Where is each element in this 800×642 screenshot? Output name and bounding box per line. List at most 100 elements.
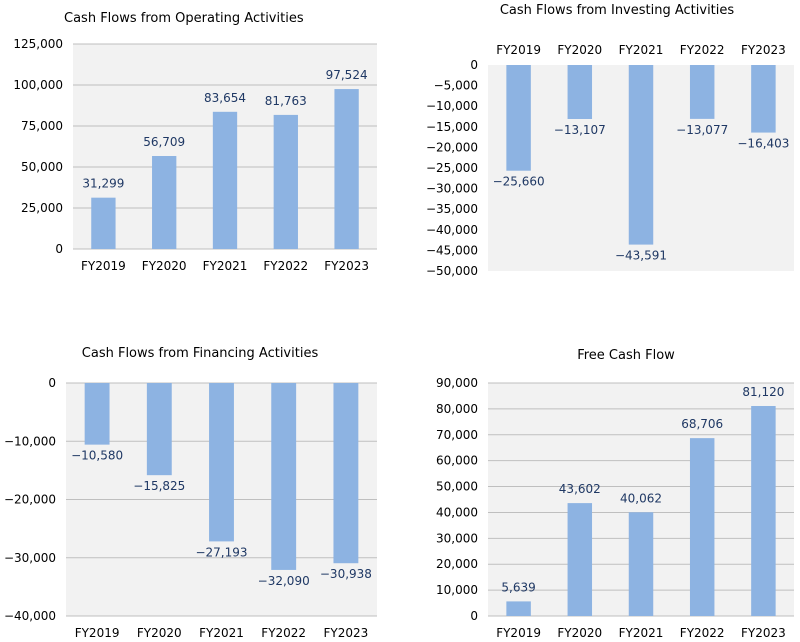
x-tick-label: FY2021 bbox=[199, 626, 244, 640]
bar bbox=[209, 383, 234, 542]
x-tick-label: FY2019 bbox=[496, 626, 541, 640]
bar bbox=[628, 512, 654, 616]
data-label: 56,709 bbox=[143, 135, 185, 149]
data-label: 81,120 bbox=[742, 385, 784, 399]
bar bbox=[212, 111, 238, 250]
y-tick-label: −20,000 bbox=[4, 493, 56, 507]
data-label: 97,524 bbox=[326, 68, 368, 82]
data-label: 43,602 bbox=[559, 482, 601, 496]
bar bbox=[567, 65, 593, 120]
data-label: −10,580 bbox=[71, 449, 123, 463]
chart-title: Cash Flows from Operating Activities bbox=[64, 11, 304, 26]
bar bbox=[751, 405, 776, 616]
bar bbox=[334, 89, 359, 249]
x-tick-label: FY2022 bbox=[680, 43, 725, 57]
x-tick-label: FY2019 bbox=[496, 43, 541, 57]
y-tick-label: −45,000 bbox=[426, 243, 478, 257]
data-label: 81,763 bbox=[265, 94, 307, 108]
y-tick-label: 70,000 bbox=[436, 428, 478, 442]
chart-3: Cash Flows from Financing Activities 0 −10… bbox=[4, 346, 377, 640]
y-tick-label: 80,000 bbox=[436, 402, 478, 416]
y-tick-label: −50,000 bbox=[426, 264, 478, 278]
y-tick-label: 0 bbox=[55, 242, 63, 256]
y-tick-label: 0 bbox=[470, 609, 478, 623]
bar bbox=[146, 383, 172, 476]
y-tick-label: 0 bbox=[48, 376, 56, 390]
chart-1: Cash Flows from Operating Activities 0 25,… bbox=[13, 11, 377, 273]
bar bbox=[333, 383, 359, 564]
y-tick-label: −10,000 bbox=[4, 434, 56, 448]
x-tick-label: FY2021 bbox=[619, 43, 664, 57]
x-tick-label: FY2020 bbox=[557, 43, 602, 57]
data-label: 31,299 bbox=[82, 177, 124, 191]
bar bbox=[689, 438, 715, 616]
y-tick-label: 125,000 bbox=[13, 37, 63, 51]
y-tick-label: −5,000 bbox=[434, 79, 478, 93]
y-tick-label: −20,000 bbox=[426, 140, 478, 154]
data-label: −32,090 bbox=[258, 574, 310, 588]
bar bbox=[506, 65, 531, 171]
chart-title: Free Cash Flow bbox=[577, 348, 675, 363]
bar bbox=[628, 65, 654, 245]
x-tick-label: FY2023 bbox=[324, 259, 369, 273]
y-tick-label: 40,000 bbox=[436, 505, 478, 519]
y-tick-label: 30,000 bbox=[436, 531, 478, 545]
bar bbox=[567, 503, 593, 616]
y-tick-label: 75,000 bbox=[21, 119, 63, 133]
y-tick-label: −15,000 bbox=[426, 120, 478, 134]
bar bbox=[273, 114, 298, 249]
x-tick-label: FY2022 bbox=[263, 259, 308, 273]
y-tick-label: −35,000 bbox=[426, 202, 478, 216]
chart-2: Cash Flows from Investing Activities 0 −5,… bbox=[426, 3, 794, 278]
y-tick-label: −30,000 bbox=[4, 551, 56, 565]
bar bbox=[689, 65, 715, 119]
data-label: −16,403 bbox=[737, 137, 789, 151]
y-tick-label: 25,000 bbox=[21, 201, 63, 215]
y-tick-label: −40,000 bbox=[426, 223, 478, 237]
y-tick-label: 50,000 bbox=[21, 160, 63, 174]
data-label: 40,062 bbox=[620, 491, 662, 505]
x-tick-label: FY2023 bbox=[741, 43, 786, 57]
y-tick-label: 100,000 bbox=[13, 78, 63, 92]
chart-4: Free Cash Flow 0 10,000 20,000 30,000 40,000 5… bbox=[436, 348, 794, 640]
data-label: −30,938 bbox=[320, 567, 372, 581]
data-label: −15,825 bbox=[133, 479, 185, 493]
data-label: −13,107 bbox=[554, 123, 606, 137]
x-tick-label: FY2021 bbox=[619, 626, 664, 640]
data-label: −13,077 bbox=[676, 123, 728, 137]
x-tick-label: FY2023 bbox=[324, 626, 369, 640]
bar bbox=[271, 383, 297, 570]
data-label: 83,654 bbox=[204, 91, 246, 105]
bar bbox=[152, 155, 177, 249]
y-tick-label: 60,000 bbox=[436, 454, 478, 468]
bar bbox=[751, 65, 776, 133]
x-tick-label: FY2022 bbox=[261, 626, 306, 640]
data-label: −25,660 bbox=[493, 175, 545, 189]
chart-title: Cash Flows from Financing Activities bbox=[82, 346, 319, 361]
bar bbox=[91, 197, 116, 249]
data-label: 68,706 bbox=[681, 417, 723, 431]
x-tick-label: FY2019 bbox=[75, 626, 120, 640]
y-tick-label: 20,000 bbox=[436, 557, 478, 571]
y-tick-label: −25,000 bbox=[426, 161, 478, 175]
x-tick-label: FY2020 bbox=[137, 626, 182, 640]
x-tick-label: FY2022 bbox=[680, 626, 725, 640]
x-tick-label: FY2020 bbox=[557, 626, 602, 640]
y-tick-label: −10,000 bbox=[426, 99, 478, 113]
data-label: −43,591 bbox=[615, 249, 667, 263]
x-tick-label: FY2019 bbox=[81, 259, 126, 273]
x-tick-label: FY2020 bbox=[142, 259, 187, 273]
x-tick-label: FY2021 bbox=[203, 259, 248, 273]
y-tick-label: 90,000 bbox=[436, 376, 478, 390]
x-tick-label: FY2023 bbox=[741, 626, 786, 640]
y-tick-label: 50,000 bbox=[436, 480, 478, 494]
data-label: −27,193 bbox=[195, 545, 247, 559]
data-label: 5,639 bbox=[501, 580, 535, 594]
y-tick-label: 10,000 bbox=[436, 583, 478, 597]
y-tick-label: −30,000 bbox=[426, 182, 478, 196]
bar bbox=[84, 383, 110, 445]
bar bbox=[506, 601, 531, 616]
y-tick-label: 0 bbox=[470, 58, 478, 72]
chart-title: Cash Flows from Investing Activities bbox=[500, 3, 735, 18]
